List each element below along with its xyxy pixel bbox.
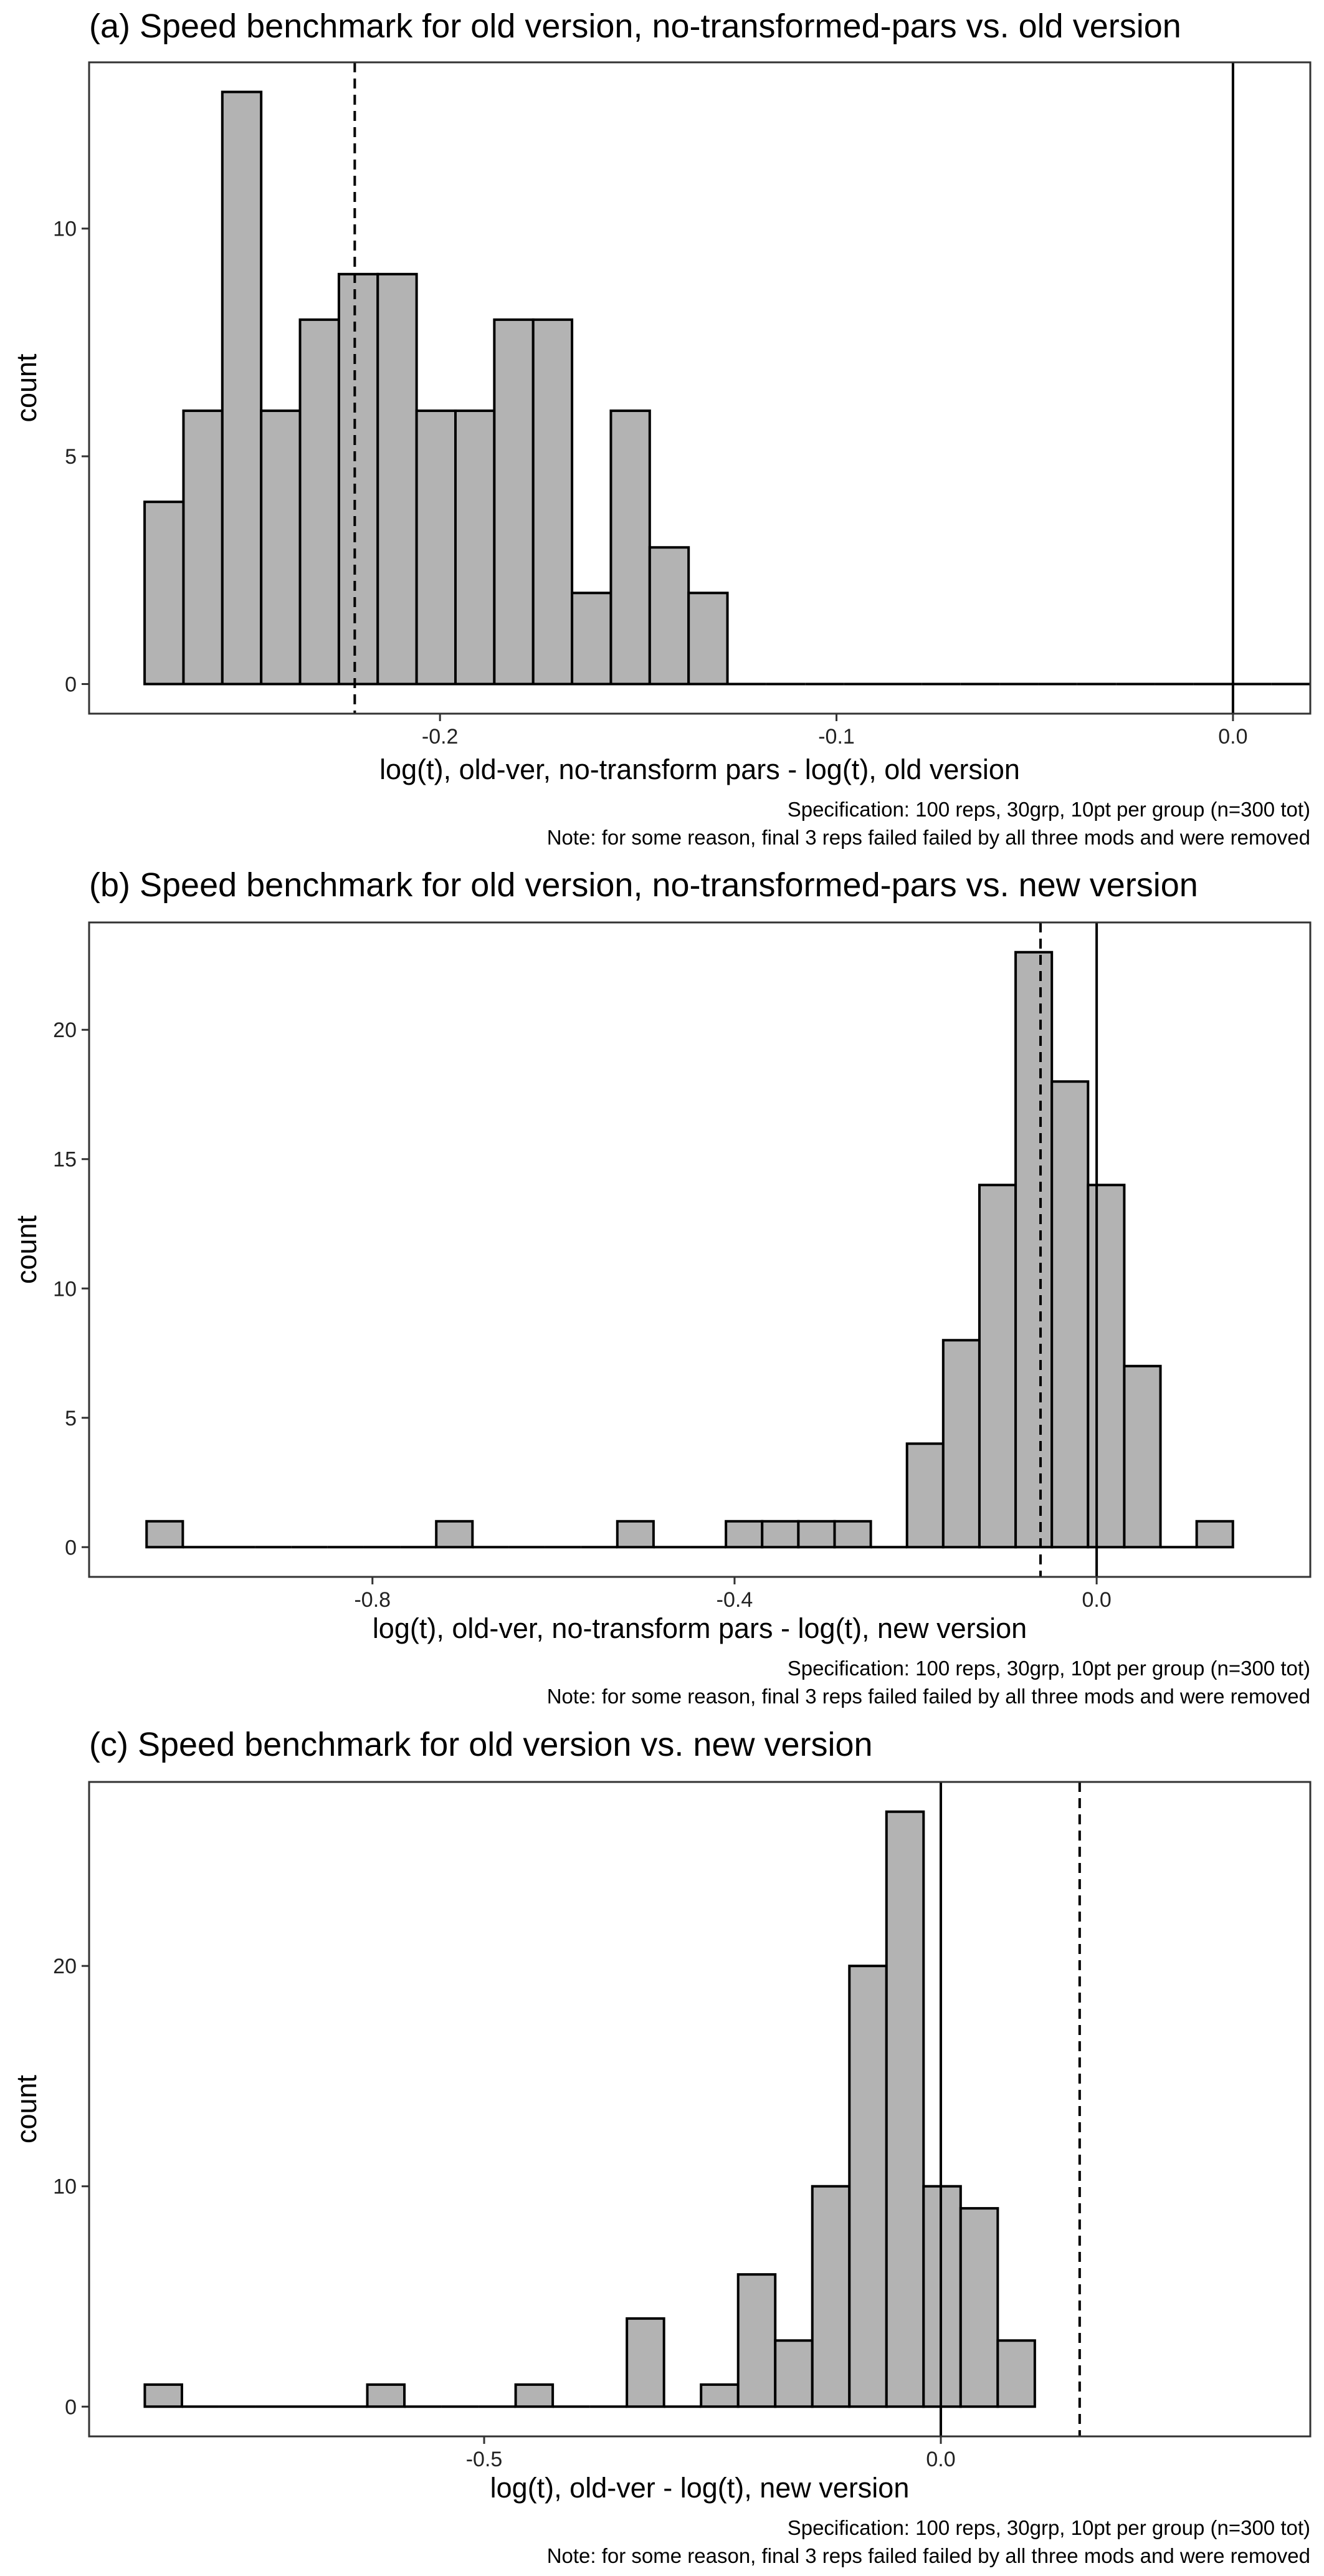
chart-panel-2: (b) Speed benchmark for old version, no-…	[11, 866, 1312, 1708]
histogram-bar	[221, 90, 263, 686]
histogram-bar	[1123, 1364, 1162, 1549]
y-tick-label: 0	[65, 673, 77, 697]
caption-line: Specification: 100 reps, 30grp, 10pt per…	[788, 2516, 1310, 2539]
y-tick-label: 10	[53, 218, 77, 241]
x-tick-label: -0.4	[717, 1588, 753, 1612]
x-tick-label: 0.0	[1082, 1588, 1111, 1612]
plot-panel-border	[88, 61, 1312, 715]
histogram-bar	[454, 409, 496, 686]
histogram-bar	[811, 2185, 851, 2408]
y-tick-label: 5	[65, 1407, 77, 1430]
histogram-bar	[1014, 950, 1054, 1549]
histogram-bar	[143, 2383, 183, 2408]
histogram-bar	[415, 409, 457, 686]
histogram-bar	[298, 318, 340, 686]
histogram-bar	[922, 2185, 962, 2408]
histogram-bar	[1087, 1184, 1126, 1549]
histogram-bar	[959, 2207, 999, 2408]
histogram-bar	[337, 272, 379, 686]
histogram-bar	[848, 1965, 888, 2408]
histogram-bar	[761, 1520, 800, 1549]
histogram-bar	[978, 1184, 1017, 1549]
y-tick-label: 0	[65, 2395, 77, 2419]
chart-panel-1: (a) Speed benchmark for old version, no-…	[11, 7, 1312, 849]
x-axis-label: log(t), old-ver, no-transform pars - log…	[379, 754, 1020, 785]
y-tick-label: 5	[65, 445, 77, 469]
x-tick-label: 0.0	[926, 2448, 955, 2471]
y-axis-label: count	[11, 1215, 42, 1284]
histogram-bar	[571, 591, 612, 686]
chart-title: (c) Speed benchmark for old version vs. …	[89, 1726, 873, 1763]
y-tick-label: 20	[53, 1018, 77, 1042]
histogram-bar	[609, 409, 651, 686]
histogram-bar	[1050, 1080, 1090, 1549]
histogram-bar	[626, 2317, 665, 2408]
histogram-bar	[366, 2383, 406, 2408]
histogram-bar	[493, 318, 535, 686]
x-tick-label: -0.5	[466, 2448, 503, 2471]
plot-panel-border	[88, 921, 1312, 1578]
x-tick-label: -0.8	[354, 1588, 391, 1612]
chart-title: (a) Speed benchmark for old version, no-…	[89, 7, 1181, 45]
chart-title: (b) Speed benchmark for old version, no-…	[89, 866, 1198, 904]
histogram-bar	[941, 1339, 981, 1549]
histogram-bar	[885, 1810, 925, 2408]
y-axis-label: count	[11, 2074, 42, 2143]
histogram-bar	[143, 500, 185, 686]
histogram-bar	[531, 318, 574, 686]
x-axis-label: log(t), old-ver, no-transform pars - log…	[373, 1612, 1027, 1644]
histogram-bar	[514, 2383, 555, 2408]
y-axis-label: count	[11, 353, 42, 423]
plot-panel-border	[88, 1781, 1312, 2438]
histogram-bar	[797, 1520, 836, 1549]
y-tick-label: 10	[53, 2175, 77, 2199]
y-tick-label: 0	[65, 1536, 77, 1559]
histogram-bar	[774, 2339, 814, 2408]
x-axis-label: log(t), old-ver - log(t), new version	[490, 2472, 910, 2504]
caption-line: Specification: 100 reps, 30grp, 10pt per…	[788, 1657, 1310, 1680]
caption-line: Note: for some reason, final 3 reps fail…	[547, 2544, 1310, 2567]
histogram-bar	[145, 1520, 184, 1549]
histogram-bar	[182, 409, 224, 686]
y-tick-label: 15	[53, 1148, 77, 1172]
histogram-bar	[376, 272, 418, 686]
caption-line: Specification: 100 reps, 30grp, 10pt per…	[788, 798, 1310, 821]
histogram-bar	[833, 1520, 872, 1549]
histogram-bar	[687, 591, 729, 686]
histogram-bar	[260, 409, 302, 686]
histogram-bar	[1195, 1520, 1234, 1549]
y-tick-label: 10	[53, 1277, 77, 1301]
histogram-bar	[648, 546, 690, 686]
x-tick-label: 0.0	[1218, 725, 1247, 749]
y-tick-label: 20	[53, 1955, 77, 1978]
histogram-bar	[700, 2383, 740, 2408]
x-tick-label: -0.2	[422, 725, 459, 749]
caption-line: Note: for some reason, final 3 reps fail…	[547, 1685, 1310, 1708]
histogram-bar	[435, 1520, 474, 1549]
histogram-bar	[996, 2339, 1036, 2408]
histogram-bar	[736, 2273, 777, 2408]
chart-panel-3: (c) Speed benchmark for old version vs. …	[11, 1726, 1312, 2567]
histogram-bar	[725, 1520, 764, 1549]
histogram-bar	[616, 1520, 655, 1549]
x-tick-label: -0.1	[818, 725, 855, 749]
histogram-bar	[905, 1442, 945, 1549]
caption-line: Note: for some reason, final 3 reps fail…	[547, 826, 1310, 849]
